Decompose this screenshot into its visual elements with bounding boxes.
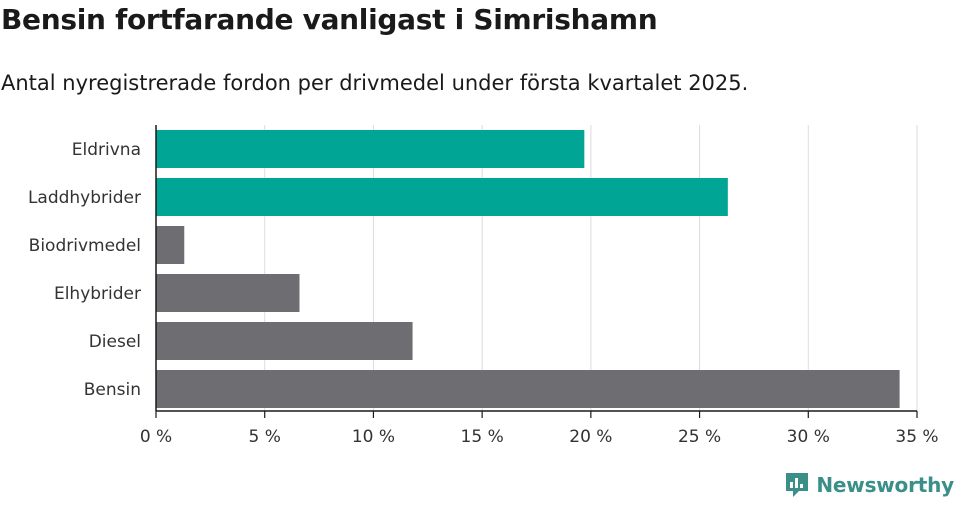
- category-label: Bensin: [84, 380, 141, 400]
- category-label: Laddhybrider: [28, 188, 141, 208]
- x-tick-label: 20 %: [569, 427, 612, 447]
- bar-eldrivna: [156, 130, 585, 168]
- x-tick-label: 35 %: [895, 427, 938, 447]
- x-tick-label: 30 %: [787, 427, 830, 447]
- chart-subtitle: Antal nyregistrerade fordon per drivmede…: [1, 71, 749, 95]
- newsworthy-brand: Newsworthy: [784, 471, 954, 499]
- bar-elhybrider: [156, 274, 300, 312]
- bar-laddhybrider: [156, 178, 728, 216]
- category-label: Elhybrider: [54, 284, 141, 304]
- x-tick-label: 15 %: [461, 427, 504, 447]
- category-label: Diesel: [89, 332, 141, 352]
- bars: [156, 130, 900, 408]
- bar-diesel: [156, 322, 413, 360]
- newsworthy-logo-icon: [786, 473, 809, 497]
- category-label: Biodrivmedel: [29, 236, 141, 256]
- category-labels: Eldrivna Laddhybrider Biodrivmedel Elhybrid…: [28, 140, 141, 400]
- gridlines: [264, 125, 918, 411]
- x-tick-label: 5 %: [249, 427, 281, 447]
- category-label: Eldrivna: [72, 140, 141, 160]
- bar-chart: Eldrivna Laddhybrider Biodrivmedel Elhybrid…: [28, 125, 939, 447]
- chart-title: Bensin fortfarande vanligast i Simrisham…: [1, 3, 658, 36]
- x-axis: 0 % 5 % 10 % 15 % 20 % 25 % 30 % 35 %: [140, 125, 939, 447]
- x-tick-label: 10 %: [352, 427, 395, 447]
- brand-name: Newsworthy: [816, 473, 954, 497]
- bar-bensin: [156, 370, 900, 408]
- x-tick-label: 0 %: [140, 427, 172, 447]
- bar-biodrivmedel: [156, 226, 185, 264]
- x-tick-label: 25 %: [678, 427, 721, 447]
